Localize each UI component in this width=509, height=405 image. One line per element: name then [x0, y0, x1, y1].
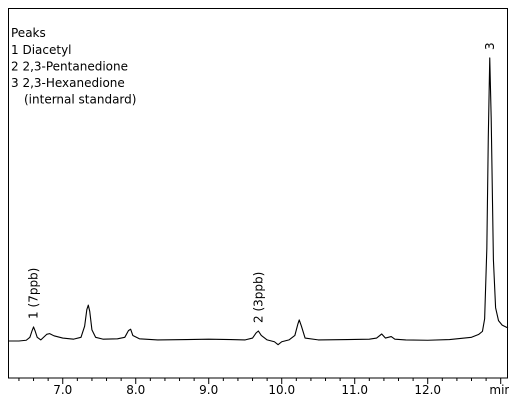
peak-label: 2 (3ppb)	[251, 272, 265, 323]
legend-item: 2 2,3-Pentanedione	[11, 60, 128, 74]
legend-item: (internal standard)	[24, 93, 136, 107]
legend-item: 3 2,3-Hexanedione	[11, 76, 125, 90]
peak-label: 1 (7ppb)	[27, 268, 41, 319]
x-tick-label: 11.0	[341, 383, 368, 397]
x-tick-label: 7.0	[53, 383, 72, 397]
legend-title: Peaks	[11, 26, 46, 40]
trace	[8, 57, 509, 346]
x-tick-label: 9.0	[199, 383, 218, 397]
x-tick-label: min	[489, 383, 509, 397]
x-tick-label: 10.0	[268, 383, 295, 397]
legend-item: 1 Diacetyl	[11, 43, 72, 57]
peak-label: 3	[483, 42, 497, 50]
x-tick-label: 8.0	[126, 383, 145, 397]
x-tick-label: 12.0	[414, 383, 441, 397]
plot-frame	[8, 8, 508, 379]
